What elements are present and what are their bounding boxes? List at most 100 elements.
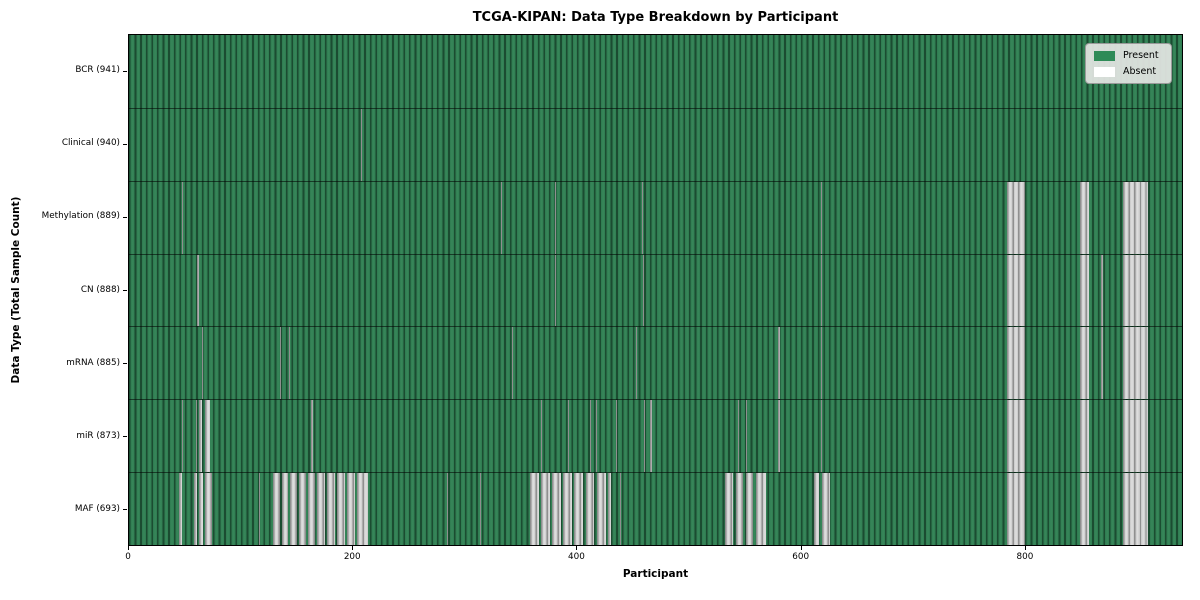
- heatmap-row-mrna: [129, 326, 1182, 400]
- absent-segment: [1101, 327, 1103, 400]
- absent-segment: [199, 400, 202, 473]
- absent-segment: [1007, 327, 1026, 400]
- absent-segment: [205, 473, 212, 545]
- absent-segment: [1007, 181, 1026, 254]
- x-tick: [352, 546, 354, 550]
- y-tick: [123, 363, 127, 365]
- y-tick: [123, 70, 127, 72]
- x-tick-label: 400: [568, 552, 585, 562]
- absent-segment: [642, 254, 644, 327]
- chart-title: TCGA-KIPAN: Data Type Breakdown by Parti…: [472, 10, 839, 25]
- heatmap-row-maf: [129, 472, 1182, 545]
- y-axis-label: Data Type (Total Sample Count): [10, 196, 22, 384]
- absent-segment: [1080, 400, 1090, 473]
- absent-segment: [308, 473, 315, 545]
- plot-area: [128, 34, 1183, 546]
- absent-segment: [820, 400, 822, 473]
- absent-segment: [641, 181, 643, 254]
- legend-swatch-present: [1094, 50, 1115, 61]
- absent-segment: [745, 400, 747, 473]
- absent-segment: [347, 473, 356, 545]
- y-tick: [123, 216, 127, 218]
- absent-segment: [563, 473, 573, 545]
- absent-segment: [555, 254, 557, 327]
- y-tick-label-maf: MAF (693): [74, 503, 120, 514]
- absent-segment: [737, 400, 739, 473]
- absent-segment: [196, 400, 198, 473]
- absent-segment: [280, 327, 282, 400]
- absent-segment: [725, 473, 734, 545]
- x-tick-label: 0: [125, 552, 131, 562]
- absent-segment: [574, 473, 584, 545]
- legend-swatch-absent: [1094, 66, 1115, 77]
- absent-segment: [511, 327, 513, 400]
- absent-segment: [273, 473, 281, 545]
- heatmap-row-methylation: [129, 180, 1182, 254]
- absent-segment: [1080, 327, 1090, 400]
- absent-segment: [585, 473, 595, 545]
- x-tick: [800, 546, 802, 550]
- absent-segment: [179, 473, 182, 545]
- absent-segment: [745, 473, 754, 545]
- y-tick-label-bcr: BCR (941): [75, 65, 120, 76]
- absent-segment: [1122, 400, 1149, 473]
- heatmap-row-clinical: [129, 107, 1182, 181]
- absent-segment: [596, 473, 606, 545]
- absent-segment: [181, 181, 183, 254]
- heatmap-row-bcr: [129, 35, 1182, 108]
- absent-segment: [1122, 473, 1149, 545]
- absent-segment: [360, 108, 362, 181]
- absent-segment: [607, 473, 612, 545]
- absent-segment: [199, 473, 203, 545]
- absent-segment: [540, 400, 542, 473]
- absent-segment: [1007, 473, 1026, 545]
- absent-segment: [181, 400, 183, 473]
- x-tick-label: 200: [343, 552, 361, 562]
- absent-segment: [1007, 400, 1026, 473]
- legend-label-absent: Absent: [1123, 66, 1157, 77]
- absent-segment: [357, 473, 369, 545]
- absent-segment: [820, 254, 822, 327]
- absent-segment: [1080, 473, 1090, 545]
- legend-item-absent: Absent: [1094, 66, 1159, 77]
- absent-segment: [299, 473, 306, 545]
- absent-segment: [289, 327, 291, 400]
- absent-segment: [778, 327, 781, 400]
- x-tick: [1024, 546, 1026, 550]
- y-tick-label-clinical: Clinical (940): [61, 138, 120, 149]
- absent-segment: [620, 473, 622, 545]
- absent-segment: [1007, 254, 1026, 327]
- x-tick: [128, 546, 129, 550]
- absent-segment: [595, 400, 597, 473]
- absent-segment: [778, 400, 781, 473]
- x-tick-label: 600: [792, 552, 810, 562]
- absent-segment: [1101, 254, 1103, 327]
- legend: Present Absent: [1085, 43, 1172, 84]
- x-tick-label: 800: [1016, 552, 1034, 562]
- absent-segment: [1122, 254, 1149, 327]
- x-tick: [576, 546, 578, 550]
- y-tick: [123, 436, 127, 438]
- absent-segment: [193, 473, 198, 545]
- absent-segment: [615, 400, 617, 473]
- absent-segment: [540, 473, 550, 545]
- absent-segment: [1122, 327, 1149, 400]
- absent-segment: [205, 400, 210, 473]
- absent-segment: [1080, 181, 1090, 254]
- absent-segment: [197, 254, 200, 327]
- absent-segment: [327, 473, 335, 545]
- absent-segment: [258, 473, 260, 545]
- absent-segment: [555, 181, 557, 254]
- y-tick: [123, 143, 127, 145]
- legend-item-present: Present: [1094, 50, 1159, 61]
- absent-segment: [201, 327, 203, 400]
- absent-segment: [290, 473, 297, 545]
- y-tick: [123, 509, 127, 511]
- heatmap-row-mir: [129, 399, 1182, 473]
- absent-segment: [480, 473, 482, 545]
- absent-segment: [813, 473, 820, 545]
- absent-segment: [1122, 181, 1149, 254]
- absent-segment: [735, 473, 744, 545]
- absent-segment: [282, 473, 288, 545]
- absent-segment: [316, 473, 325, 545]
